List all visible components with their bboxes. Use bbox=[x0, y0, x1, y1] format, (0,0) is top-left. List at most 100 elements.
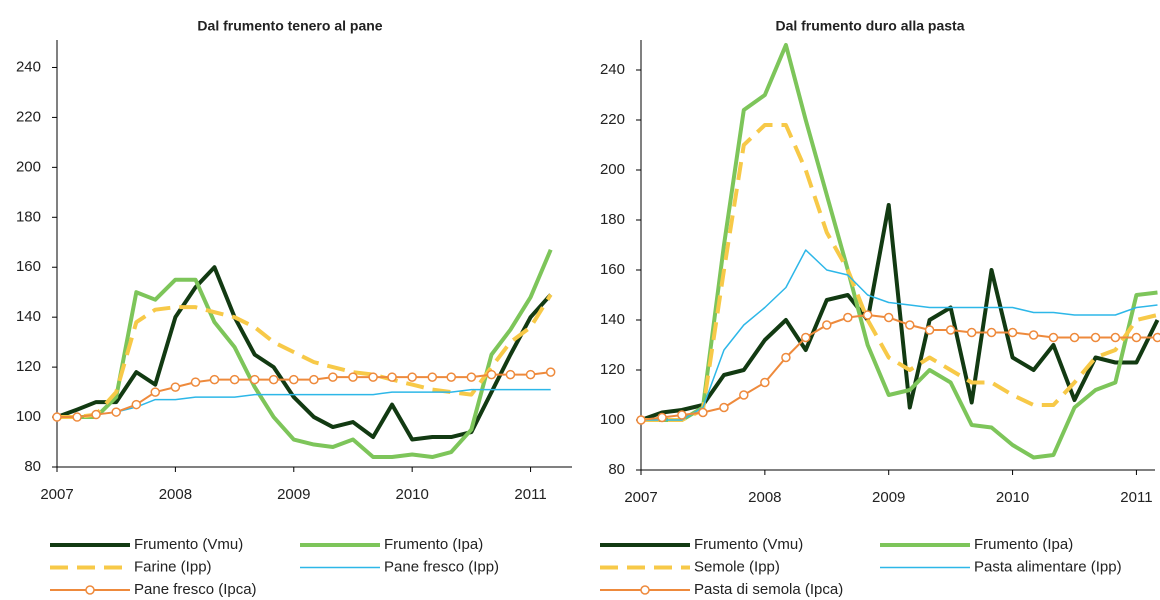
point bbox=[268, 374, 279, 385]
point bbox=[1007, 327, 1018, 338]
point bbox=[945, 325, 956, 335]
point bbox=[657, 412, 667, 423]
x-tick-label: 2007 bbox=[624, 489, 657, 506]
point bbox=[466, 372, 477, 382]
point bbox=[800, 332, 811, 343]
chart-title: Dal frumento tenero al pane bbox=[197, 18, 382, 34]
x-tick-label: 2007 bbox=[40, 486, 73, 503]
point bbox=[72, 412, 82, 422]
x-tick-label: 2011 bbox=[1120, 489, 1152, 506]
legend-label: Pane fresco (Ipp) bbox=[384, 558, 499, 575]
y-tick-label: 80 bbox=[608, 461, 625, 478]
point bbox=[505, 369, 516, 380]
legend-label: Frumento (Vmu) bbox=[694, 536, 803, 553]
point bbox=[862, 310, 873, 320]
point bbox=[883, 312, 894, 323]
legend-label: Frumento (Vmu) bbox=[134, 536, 243, 553]
point bbox=[924, 325, 935, 335]
x-tick-label: 2010 bbox=[996, 489, 1029, 506]
point bbox=[719, 402, 729, 413]
point bbox=[1110, 332, 1121, 343]
series-line bbox=[641, 249, 1158, 421]
y-tick-label: 180 bbox=[16, 208, 41, 225]
series-line bbox=[641, 123, 1158, 422]
point bbox=[190, 377, 201, 387]
point bbox=[368, 372, 378, 382]
point bbox=[387, 372, 397, 382]
point bbox=[249, 374, 260, 385]
y-tick-label: 220 bbox=[16, 108, 41, 125]
y-tick-label: 220 bbox=[600, 111, 625, 128]
point bbox=[309, 374, 319, 385]
legend-label: Farine (Ipp) bbox=[134, 558, 212, 575]
y-tick-label: 200 bbox=[600, 161, 625, 178]
point bbox=[427, 372, 438, 382]
point bbox=[229, 374, 240, 385]
point bbox=[966, 327, 977, 338]
point bbox=[407, 372, 417, 382]
legend-label: Frumento (Ipa) bbox=[384, 536, 483, 553]
y-tick-label: 140 bbox=[16, 308, 41, 325]
point bbox=[1152, 332, 1160, 343]
y-tick-label: 240 bbox=[600, 61, 625, 78]
point bbox=[328, 372, 338, 382]
point bbox=[781, 352, 791, 363]
x-tick-label: 2009 bbox=[277, 486, 310, 503]
point bbox=[209, 374, 220, 385]
y-tick-label: 140 bbox=[600, 311, 625, 328]
point bbox=[170, 382, 181, 392]
point bbox=[348, 372, 358, 382]
series-line bbox=[641, 43, 1158, 460]
y-tick-label: 80 bbox=[24, 458, 41, 475]
x-tick-label: 2010 bbox=[395, 486, 428, 503]
point bbox=[986, 327, 997, 338]
point bbox=[636, 415, 646, 425]
x-tick-label: 2009 bbox=[872, 489, 905, 506]
point bbox=[677, 410, 687, 420]
point bbox=[545, 367, 556, 377]
legend-label: Pane fresco (Ipca) bbox=[134, 581, 257, 598]
y-tick-label: 120 bbox=[16, 358, 41, 375]
legend-label: Pasta di semola (Ipca) bbox=[694, 581, 843, 598]
legend-label: Semole (Ipp) bbox=[694, 558, 780, 575]
point bbox=[1028, 330, 1039, 340]
legend-marker bbox=[640, 585, 650, 595]
point bbox=[843, 312, 853, 323]
y-tick-label: 200 bbox=[16, 158, 41, 175]
x-tick-label: 2008 bbox=[159, 486, 192, 503]
y-tick-label: 240 bbox=[16, 58, 41, 75]
x-tick-label: 2011 bbox=[514, 486, 546, 503]
y-tick-label: 100 bbox=[600, 411, 625, 428]
legend-label: Frumento (Ipa) bbox=[974, 536, 1073, 553]
point bbox=[1069, 332, 1080, 343]
point bbox=[131, 399, 142, 410]
x-tick-label: 2008 bbox=[748, 489, 781, 506]
y-tick-label: 160 bbox=[16, 258, 41, 275]
point bbox=[486, 369, 497, 380]
legend-marker bbox=[85, 585, 95, 595]
point bbox=[760, 377, 770, 388]
y-tick-label: 100 bbox=[16, 408, 41, 425]
point bbox=[698, 407, 708, 418]
point bbox=[822, 320, 832, 330]
chart-title: Dal frumento duro alla pasta bbox=[775, 18, 964, 34]
point bbox=[111, 407, 121, 417]
series-line bbox=[57, 248, 553, 460]
legend-label: Pasta alimentare (Ipp) bbox=[974, 558, 1122, 575]
point bbox=[91, 409, 101, 420]
point bbox=[52, 412, 62, 422]
series-line bbox=[640, 203, 1160, 422]
point bbox=[739, 390, 749, 400]
point bbox=[1048, 332, 1059, 343]
point bbox=[446, 372, 456, 382]
point bbox=[905, 320, 915, 330]
point bbox=[525, 369, 536, 380]
y-tick-label: 120 bbox=[600, 361, 625, 378]
series-line bbox=[57, 293, 553, 420]
point bbox=[1131, 332, 1142, 343]
y-tick-label: 160 bbox=[600, 261, 625, 278]
point bbox=[150, 387, 161, 397]
y-tick-label: 180 bbox=[600, 211, 625, 228]
